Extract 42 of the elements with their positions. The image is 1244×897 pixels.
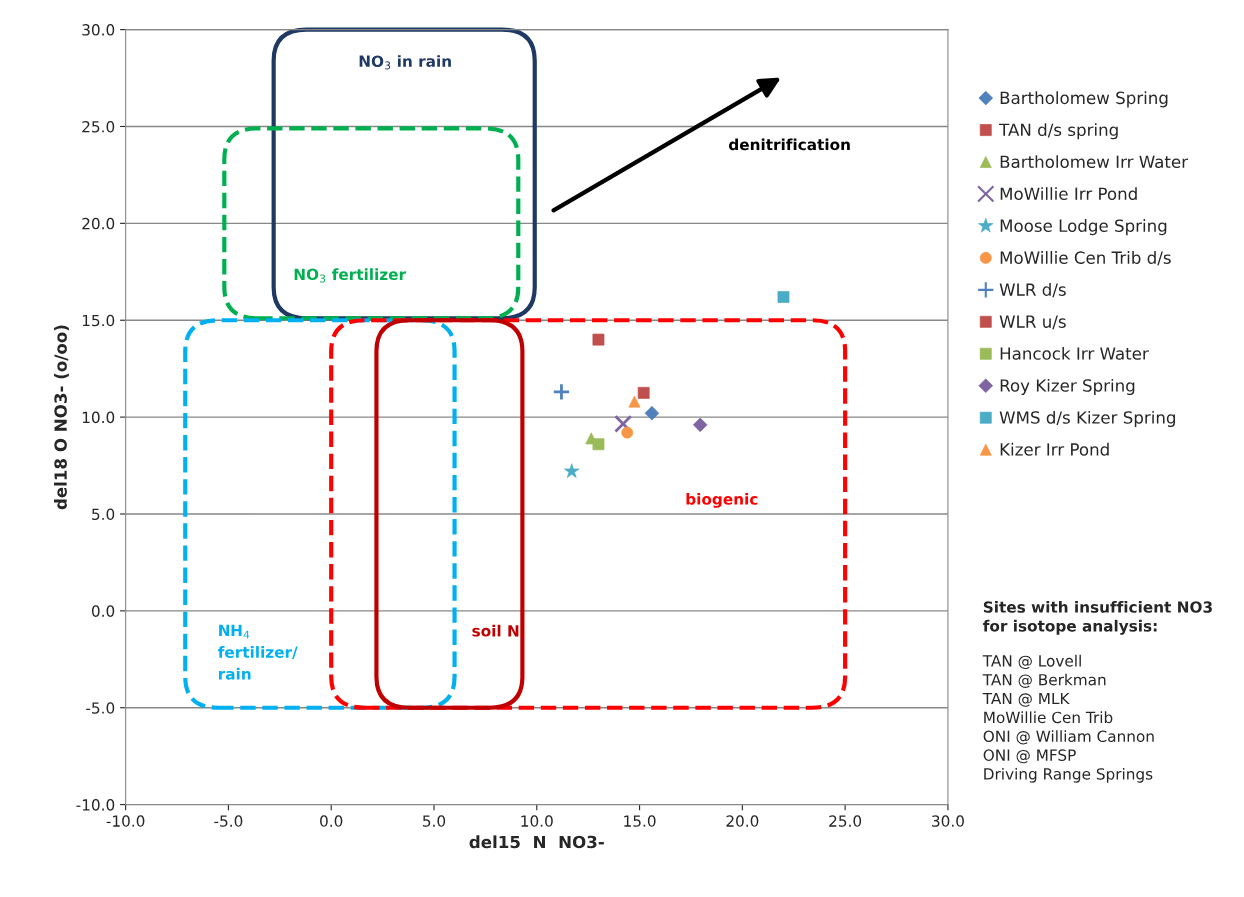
x-tick-label: -5.0 [214, 815, 243, 827]
y-tick-label: 0.0 [91, 605, 115, 617]
legend-label: Kizer Irr Pond [1000, 442, 1109, 456]
x-tick-label: 20.0 [726, 815, 759, 827]
legend-label: MoWillie Cen Trib d/s [1000, 251, 1171, 266]
text: Sites with insufficient NO3 for isotope analysis: [983, 600, 1212, 635]
legend-label: WMS d/s Kizer Spring [999, 410, 1175, 428]
annotation: NO$_{3}$ in rain [359, 55, 451, 70]
point [614, 414, 633, 433]
legend-label: Bartholomew Irr Water [1000, 155, 1189, 169]
legend-label: TAN d/s spring [999, 123, 1118, 140]
x-tick-label: 15.0 [624, 815, 656, 827]
y-tick-label: -5.0 [86, 702, 115, 714]
point [552, 382, 571, 401]
legend-label: WLR u/s [999, 315, 1066, 330]
y-tick-label: 25.0 [82, 120, 115, 133]
y-tick-label: 10.0 [82, 411, 115, 424]
y-tick-label: 20.0 [82, 217, 115, 230]
y-tick-label: 5.0 [92, 508, 115, 520]
x-tick-label: 30.0 [932, 815, 964, 827]
y-tick-label: 15.0 [82, 314, 115, 327]
annotation: NO$_{3}$ fertilizer [294, 268, 407, 283]
legend-label: Moose Lodge Spring [1000, 219, 1167, 236]
legend-label: Roy Kizer Spring [1000, 378, 1135, 396]
annotation: soil N [472, 624, 519, 637]
x-axis-title: del15 N NO3- [469, 835, 604, 849]
annotation: biogenic [686, 492, 758, 508]
x-tick-label: 0.0 [320, 815, 343, 827]
x-tick-label: -10.0 [106, 815, 145, 827]
legend-label: Hancock Irr Water [1000, 346, 1149, 360]
y-tick-label: -10.0 [76, 799, 115, 811]
x-tick-label: 25.0 [829, 815, 862, 827]
legend-label: WLR d/s [999, 283, 1066, 298]
y-axis-title: del18 O NO3- (o/oo) [54, 325, 69, 510]
legend-label: MoWillie Irr Pond [1000, 187, 1137, 201]
annotation: denitrification [729, 138, 850, 151]
y-tick-label: 30.0 [82, 24, 115, 36]
annotation: NH$_{4}$ fertilizer/ rain [218, 624, 298, 680]
x-tick-label: 5.0 [423, 815, 446, 827]
x-tick-label: 10.0 [521, 815, 553, 827]
text: TAN @ Lovell TAN @ Berkman TAN @ MLK MoWillie Cen Trib ONI @ William Cannon ONI @ MFSP Driving Range Springs [982, 654, 1154, 783]
legend-label: Bartholomew Spring [1000, 91, 1168, 108]
